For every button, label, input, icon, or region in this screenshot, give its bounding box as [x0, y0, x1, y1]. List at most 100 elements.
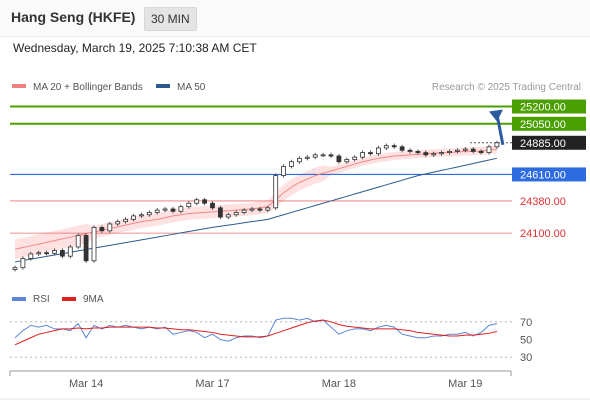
- candle-body: [296, 157, 302, 163]
- candle-body: [360, 152, 366, 158]
- candle-body: [194, 199, 200, 204]
- candle-body: [454, 149, 460, 152]
- level-label: 25200.00: [520, 102, 566, 114]
- candle-body: [368, 152, 373, 155]
- rsi-legend-swatch: [12, 297, 26, 301]
- rsi-tick-label: 30: [520, 352, 532, 364]
- level-label: 24100.00: [520, 228, 566, 240]
- candle-body: [304, 156, 310, 159]
- candle-body: [146, 212, 152, 216]
- candle-body: [257, 208, 263, 211]
- candle-body: [462, 148, 468, 151]
- level-lines: [10, 105, 512, 234]
- candle-body: [225, 214, 231, 218]
- candle-body: [415, 151, 421, 153]
- credit-text: Research © 2025 Trading Central: [432, 82, 581, 93]
- candle-body: [186, 202, 192, 208]
- candle-body: [447, 151, 452, 153]
- rsi-legend-swatch: [62, 297, 76, 301]
- candle-body: [312, 154, 318, 158]
- candle-body: [83, 235, 89, 262]
- level-label: 24380.00: [520, 196, 566, 208]
- candle-body: [36, 252, 42, 255]
- chart-legend: MA 20 + Bollinger Bands MA 50 Research © 2…: [12, 82, 581, 93]
- legend-swatch: [156, 84, 170, 88]
- candle-body: [217, 207, 223, 218]
- candle-body: [431, 153, 437, 156]
- candle-body: [99, 227, 105, 232]
- candle-body: [399, 146, 405, 151]
- candle-body: [28, 253, 34, 259]
- candle-body: [44, 252, 49, 255]
- candle-body: [138, 214, 144, 217]
- candle-body: [115, 221, 121, 225]
- rsi-panel: RSI 9MA 30 50 70: [10, 294, 532, 364]
- candle-body: [391, 145, 397, 148]
- x-axis: Mar 14 Mar 17 Mar 18 Mar 19: [0, 370, 590, 400]
- candle-body: [289, 161, 294, 167]
- legend-swatch: [12, 84, 26, 88]
- candle-body: [67, 246, 73, 257]
- candle-body: [344, 159, 350, 163]
- x-tick-label: Mar 14: [69, 378, 103, 390]
- candle-body: [383, 145, 389, 149]
- candle-body: [60, 250, 65, 257]
- level-tag-resistance: [512, 116, 586, 131]
- legend-label: MA 50: [177, 82, 206, 93]
- x-tick-label: Mar 19: [448, 378, 482, 390]
- level-label: 25050.00: [520, 119, 566, 131]
- candle-body: [423, 152, 429, 156]
- candle-body: [249, 208, 255, 211]
- arrow-head: [489, 109, 503, 122]
- level-labels: 25200.00 25050.00 24885.00 24610.00 24380.00…: [512, 99, 586, 240]
- candle-body: [241, 209, 247, 213]
- candle-body: [162, 208, 168, 211]
- arrow-shaft: [495, 114, 505, 146]
- candle-body: [233, 212, 239, 216]
- candle-body: [210, 202, 215, 209]
- candle-body: [328, 154, 334, 157]
- level-tag-last: [512, 135, 586, 150]
- timeframe-button[interactable]: 30 MIN: [144, 7, 197, 31]
- forecast-arrow: [489, 109, 505, 146]
- candle-body: [494, 142, 500, 148]
- level-tag-pivot: [512, 167, 586, 182]
- rsi-legend-label: RSI: [33, 294, 50, 305]
- candle-body: [131, 215, 136, 220]
- candle-body: [20, 258, 26, 269]
- timestamp: Wednesday, March 19, 2025 7:10:38 AM CET: [13, 41, 257, 55]
- candle-body: [407, 149, 413, 152]
- candle-body: [202, 199, 208, 204]
- candle-body: [439, 152, 445, 155]
- candle-body: [52, 250, 57, 254]
- page-title: Hang Seng (HKFE): [11, 9, 136, 25]
- bollinger-fill: [15, 145, 497, 260]
- rsi-tick-label: 50: [520, 335, 532, 347]
- rsi-tick-label: 70: [520, 317, 532, 329]
- level-label: 24885.00: [520, 138, 566, 150]
- candle-body: [12, 267, 18, 270]
- candle-body: [91, 227, 97, 262]
- candle-body: [170, 208, 176, 212]
- candle-body: [178, 206, 184, 212]
- candle-body: [320, 154, 326, 157]
- x-tick-label: Mar 17: [195, 378, 229, 390]
- candle-body: [375, 147, 381, 155]
- candle-body: [470, 148, 476, 152]
- level-label: 24610.00: [520, 169, 566, 181]
- legend-label: MA 20 + Bollinger Bands: [33, 82, 143, 93]
- level-tag-resistance: [512, 99, 586, 114]
- candle-body: [281, 165, 287, 176]
- rsi-9ma-line: [14, 319, 498, 346]
- candle-body: [75, 235, 81, 248]
- bollinger-band: [15, 145, 497, 260]
- x-tick-label: Mar 18: [322, 378, 356, 390]
- rsi-legend-label: 9MA: [83, 294, 104, 305]
- candle-body: [123, 218, 128, 223]
- candle-body: [273, 175, 279, 209]
- candles: [12, 140, 500, 272]
- header-bar: Hang Seng (HKFE) 30 MIN: [0, 0, 590, 37]
- candle-body: [107, 223, 113, 232]
- candle-body: [486, 146, 492, 153]
